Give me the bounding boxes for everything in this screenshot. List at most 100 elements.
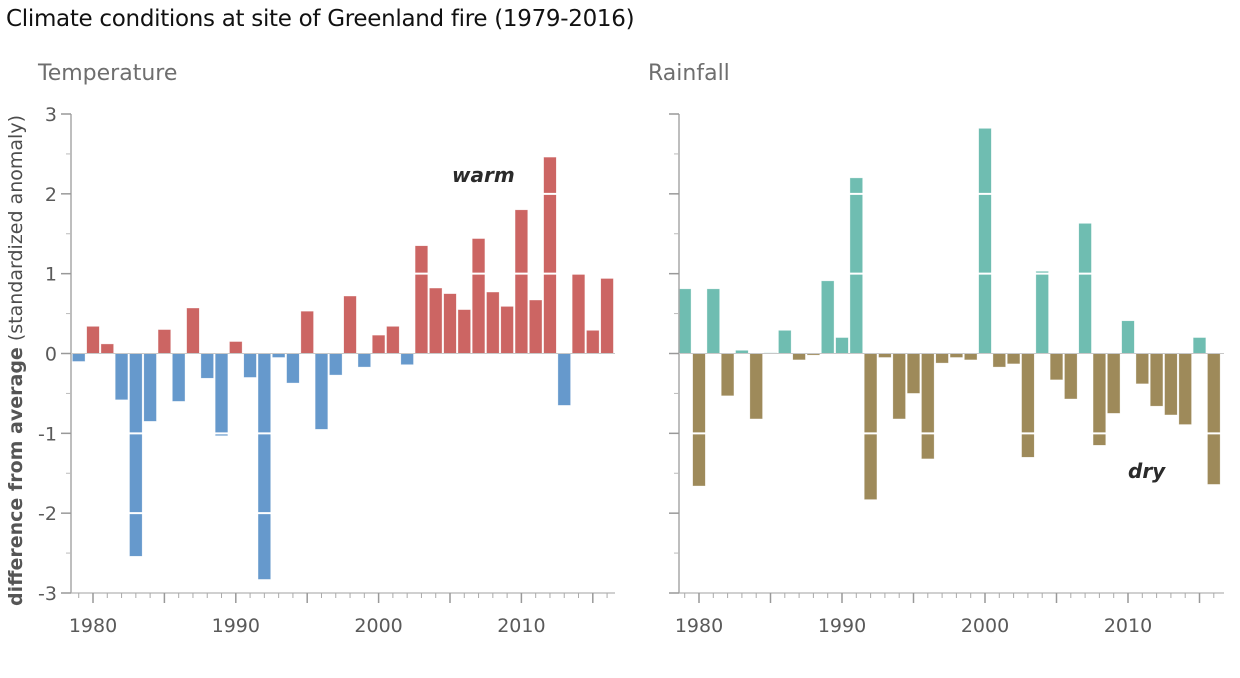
rainfall-bar-1989	[821, 280, 835, 354]
rainfall-bar-1999	[964, 353, 978, 361]
rainfall-panel-title: Rainfall	[648, 61, 730, 86]
temperature-bar-1996	[314, 353, 329, 430]
temperature-bar-2000	[371, 334, 386, 354]
rainfall-bar-1995	[906, 353, 921, 394]
temperature-bar-2014	[571, 273, 586, 354]
chart-main-title: Climate conditions at site of Greenland …	[6, 6, 635, 32]
temperature-bar-2002	[400, 353, 414, 365]
rainfall-bar-2012	[1149, 353, 1164, 407]
rainfall-bar-1998	[949, 353, 964, 358]
temperature-bar-1987	[186, 307, 200, 354]
temperature-bars	[72, 156, 615, 580]
temperature-bar-1994	[286, 353, 300, 384]
temperature-bar-1984	[143, 353, 157, 422]
temperature-bar-2004	[429, 287, 443, 354]
temperature-bar-1985	[157, 329, 172, 354]
rainfall-panel: Rainfall 1980 1990 2000 2010 dry	[648, 61, 1224, 637]
rainfall-bar-2013	[1164, 353, 1178, 416]
temperature-bar-2015	[586, 330, 600, 354]
rainfall-bar-1981	[706, 288, 720, 354]
rainfall-bar-1980	[692, 353, 706, 487]
temperature-bar-1998	[343, 295, 357, 354]
y-axis-label-bold: difference from average	[5, 347, 27, 606]
rainfall-bar-2004	[1035, 270, 1049, 354]
temperature-bar-2005	[443, 293, 457, 354]
rainfall-bar-2016	[1207, 353, 1221, 485]
x-tick-label: 2010	[1104, 615, 1152, 637]
y-tick-label: 2	[45, 184, 57, 206]
temperature-axes: -3 -2 -1 0 1 2 3 1980 1990 2000 2010	[38, 104, 615, 637]
rainfall-bar-1992	[863, 353, 878, 500]
rainfall-axes: 1980 1990 2000 2010	[669, 113, 1224, 637]
temperature-bar-1988	[200, 353, 214, 379]
rainfall-bar-1982	[720, 353, 735, 397]
rainfall-bar-1986	[778, 330, 792, 354]
x-tick-label: 2000	[961, 615, 1009, 637]
temperature-bar-1991	[243, 353, 257, 378]
temperature-bar-1995	[300, 310, 314, 354]
rainfall-bar-1994	[892, 353, 906, 420]
temperature-bar-2013	[557, 353, 571, 406]
rainfall-bar-2010	[1121, 320, 1135, 354]
temperature-bar-1990	[229, 341, 243, 354]
rainfall-bar-2014	[1178, 353, 1192, 425]
dry-annotation: dry	[1128, 459, 1166, 483]
temperature-bar-2008	[486, 291, 500, 354]
temperature-bar-1983	[129, 353, 143, 557]
rainfall-bar-1979	[678, 288, 692, 354]
y-axis-label-rest: (standardized anomaly)	[5, 115, 27, 347]
temperature-bar-1999	[357, 353, 371, 368]
temperature-bar-1992	[257, 353, 271, 580]
y-tick-label: 1	[45, 264, 57, 286]
temperature-bar-2006	[457, 309, 471, 354]
rainfall-bar-2011	[1135, 353, 1149, 385]
rainfall-bar-2005	[1049, 353, 1064, 381]
y-tick-label: -2	[38, 503, 57, 525]
rainfall-bar-2002	[1006, 353, 1021, 365]
rainfall-bar-1990	[835, 337, 849, 354]
temperature-bar-1982	[114, 353, 129, 401]
temperature-bar-1997	[329, 353, 343, 376]
rainfall-bar-2001	[992, 353, 1006, 368]
rainfall-bar-2007	[1078, 223, 1092, 354]
temperature-bar-2012	[543, 156, 557, 354]
rainfall-bar-1991	[849, 177, 863, 354]
warm-annotation: warm	[452, 163, 515, 187]
temperature-bar-2010	[514, 209, 529, 354]
y-tick-label: 0	[45, 344, 57, 366]
temperature-bar-2001	[386, 326, 400, 354]
x-tick-label: 1990	[212, 615, 260, 637]
rainfall-bar-2003	[1021, 353, 1035, 458]
rainfall-bar-1997	[935, 353, 949, 364]
y-tick-label: 3	[45, 104, 57, 126]
rainfall-bar-2008	[1092, 353, 1107, 446]
x-tick-label: 1980	[69, 615, 117, 637]
rainfall-bar-1993	[878, 353, 892, 358]
temperature-bar-1979	[72, 353, 86, 362]
rainfall-bar-2006	[1064, 353, 1078, 400]
temperature-panel: Temperature difference from average (sta…	[5, 61, 615, 637]
rainfall-bar-1984	[749, 353, 763, 420]
x-tick-label: 1990	[818, 615, 866, 637]
rainfall-bar-1987	[792, 353, 806, 361]
rainfall-bar-2000	[978, 128, 992, 354]
y-axis-label: difference from average (standardized an…	[5, 115, 27, 606]
y-tick-label: -3	[38, 583, 57, 605]
y-tick-label: -1	[38, 423, 57, 445]
temperature-bar-2003	[414, 245, 429, 354]
temperature-bar-1989	[214, 353, 229, 437]
rainfall-bar-1996	[921, 353, 935, 460]
rainfall-bars	[678, 128, 1224, 515]
temperature-bar-2009	[500, 306, 514, 354]
rainfall-bar-2009	[1107, 353, 1121, 414]
x-tick-label: 2000	[354, 615, 402, 637]
temperature-bar-1986	[172, 353, 186, 402]
x-tick-label: 2010	[497, 615, 545, 637]
temperature-bar-2016	[600, 278, 614, 354]
temperature-bar-1980	[86, 326, 100, 354]
x-tick-label: 1980	[675, 615, 723, 637]
temperature-bar-1993	[271, 353, 286, 358]
temperature-bar-2011	[529, 299, 543, 354]
temperature-panel-title: Temperature	[37, 61, 177, 86]
